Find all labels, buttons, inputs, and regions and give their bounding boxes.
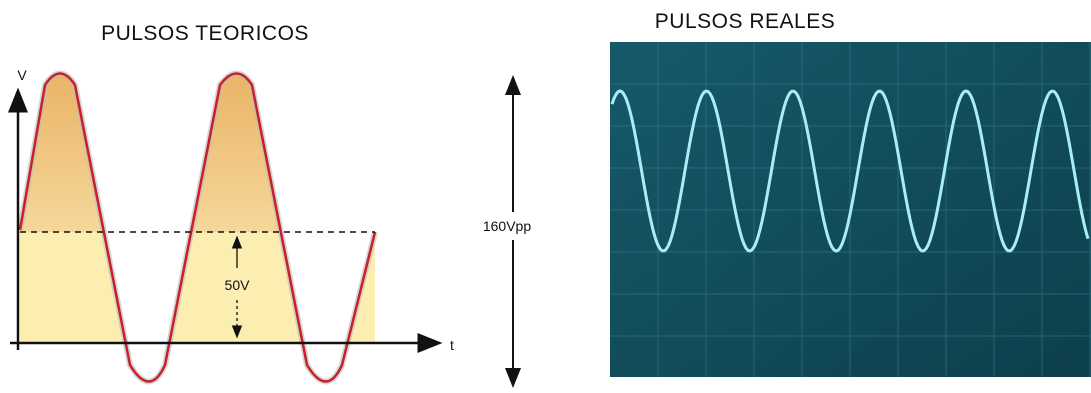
- amplitude-label: 50V: [225, 277, 251, 293]
- x-axis-label: t: [450, 337, 454, 353]
- right-title: PULSOS REALES: [655, 10, 835, 33]
- y-axis-label: V: [17, 67, 27, 83]
- left-title: PULSOS TEORICOS: [101, 22, 309, 45]
- peak-to-peak-label: 160Vpp: [483, 218, 531, 234]
- diagram: PULSOS TEORICOS V t 50V 160Vpp PULSOS RE…: [0, 0, 1091, 393]
